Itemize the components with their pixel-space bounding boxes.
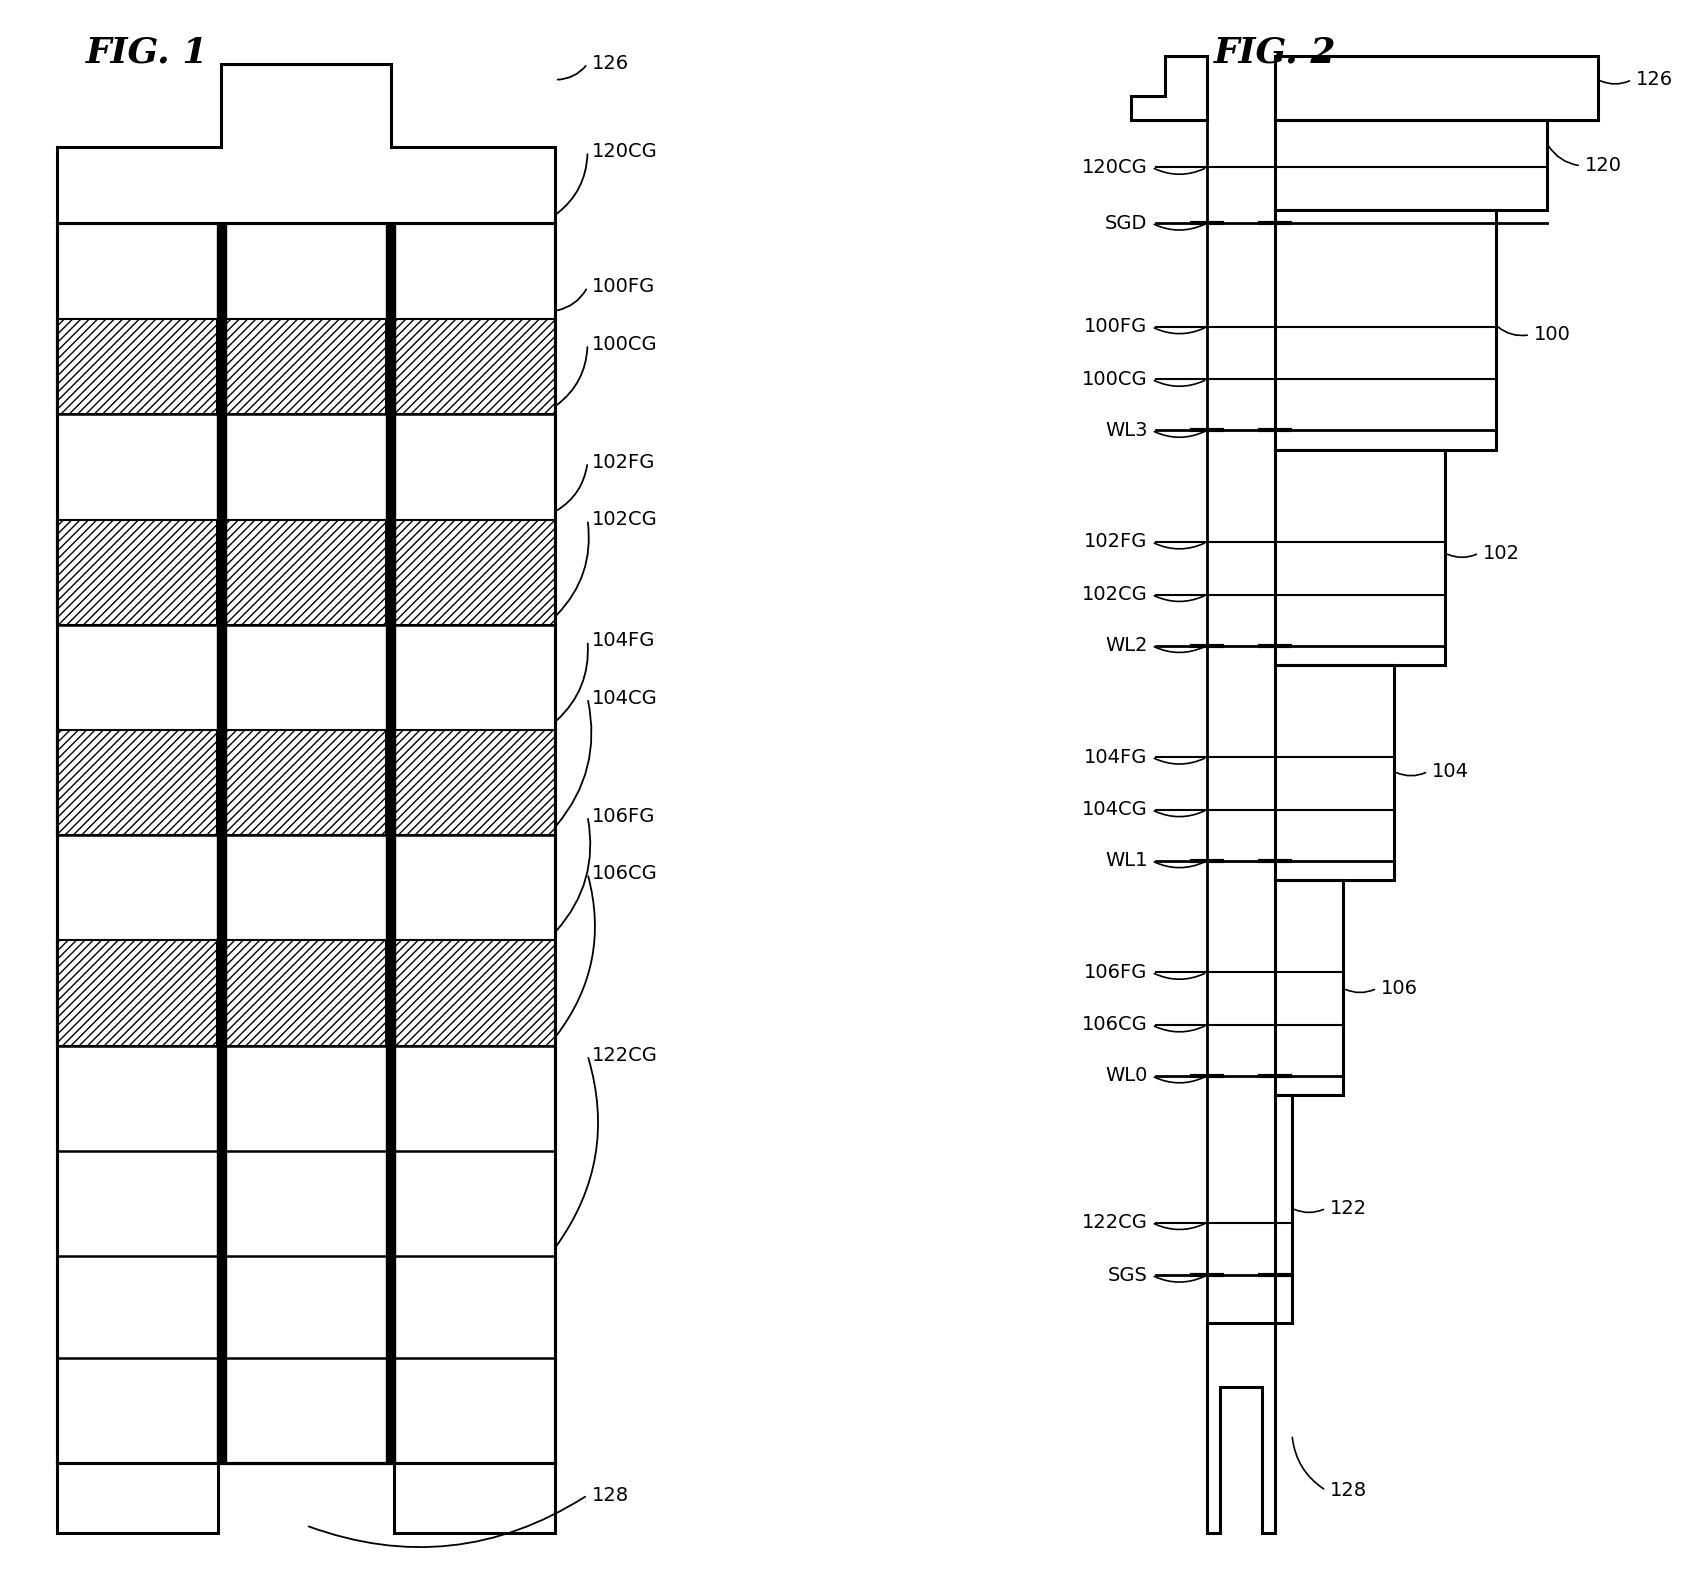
Text: 120: 120 bbox=[1584, 156, 1622, 175]
Text: 122CG: 122CG bbox=[592, 1046, 658, 1065]
Bar bbox=[396, 940, 554, 1046]
Bar bbox=[1275, 665, 1394, 880]
Bar bbox=[396, 520, 554, 625]
Bar bbox=[226, 520, 386, 625]
Text: FIG. 1: FIG. 1 bbox=[85, 35, 207, 69]
Bar bbox=[1275, 120, 1547, 210]
Text: WL0: WL0 bbox=[1105, 1066, 1148, 1086]
Text: 126: 126 bbox=[592, 54, 629, 73]
Text: 106CG: 106CG bbox=[592, 864, 658, 883]
Text: 104FG: 104FG bbox=[1085, 748, 1148, 767]
Text: 106FG: 106FG bbox=[592, 807, 654, 826]
Text: SGS: SGS bbox=[1108, 1266, 1148, 1285]
Text: 122: 122 bbox=[1329, 1199, 1367, 1218]
Bar bbox=[58, 223, 554, 1463]
Polygon shape bbox=[58, 1463, 554, 1533]
Bar bbox=[58, 520, 216, 625]
Bar bbox=[226, 730, 386, 835]
Bar bbox=[1275, 56, 1598, 120]
Bar bbox=[58, 730, 216, 835]
Bar bbox=[1275, 450, 1445, 665]
Text: 128: 128 bbox=[592, 1486, 629, 1505]
Text: 102FG: 102FG bbox=[592, 453, 654, 472]
Text: 100CG: 100CG bbox=[1081, 370, 1148, 389]
Bar bbox=[396, 319, 554, 414]
Text: 120CG: 120CG bbox=[592, 142, 658, 161]
Polygon shape bbox=[1130, 56, 1207, 120]
Bar bbox=[58, 940, 216, 1046]
Text: 104: 104 bbox=[1431, 762, 1469, 781]
Text: 102CG: 102CG bbox=[1081, 585, 1148, 604]
Text: 100FG: 100FG bbox=[592, 277, 654, 296]
Text: 104FG: 104FG bbox=[592, 631, 654, 650]
Text: WL1: WL1 bbox=[1105, 851, 1148, 870]
Text: 120CG: 120CG bbox=[1081, 158, 1148, 177]
Bar bbox=[226, 319, 386, 414]
Text: WL2: WL2 bbox=[1105, 636, 1148, 655]
Text: SGD: SGD bbox=[1105, 214, 1148, 233]
Bar bbox=[1275, 1095, 1292, 1323]
Text: 100: 100 bbox=[1533, 325, 1571, 344]
Text: 100FG: 100FG bbox=[1085, 317, 1148, 336]
Bar bbox=[1275, 210, 1496, 450]
Text: 100CG: 100CG bbox=[592, 335, 658, 354]
Bar bbox=[58, 319, 216, 414]
Bar bbox=[1275, 880, 1343, 1095]
Text: 104CG: 104CG bbox=[1081, 800, 1148, 819]
Text: FIG. 2: FIG. 2 bbox=[1214, 35, 1336, 69]
Text: 106FG: 106FG bbox=[1085, 963, 1148, 982]
Text: 128: 128 bbox=[1329, 1481, 1367, 1500]
Text: 126: 126 bbox=[1635, 70, 1673, 89]
Text: 102FG: 102FG bbox=[1085, 532, 1148, 552]
Polygon shape bbox=[58, 64, 554, 223]
Bar bbox=[226, 940, 386, 1046]
Bar bbox=[396, 730, 554, 835]
Text: 102: 102 bbox=[1482, 544, 1520, 563]
Text: WL3: WL3 bbox=[1105, 421, 1148, 440]
Polygon shape bbox=[1207, 1323, 1275, 1533]
Text: 106: 106 bbox=[1380, 979, 1418, 998]
Text: 102CG: 102CG bbox=[592, 510, 658, 529]
Text: 106CG: 106CG bbox=[1081, 1015, 1148, 1035]
Bar bbox=[216, 223, 226, 1463]
Text: 104CG: 104CG bbox=[592, 689, 658, 708]
Text: 122CG: 122CG bbox=[1081, 1213, 1148, 1232]
Bar bbox=[386, 223, 396, 1463]
